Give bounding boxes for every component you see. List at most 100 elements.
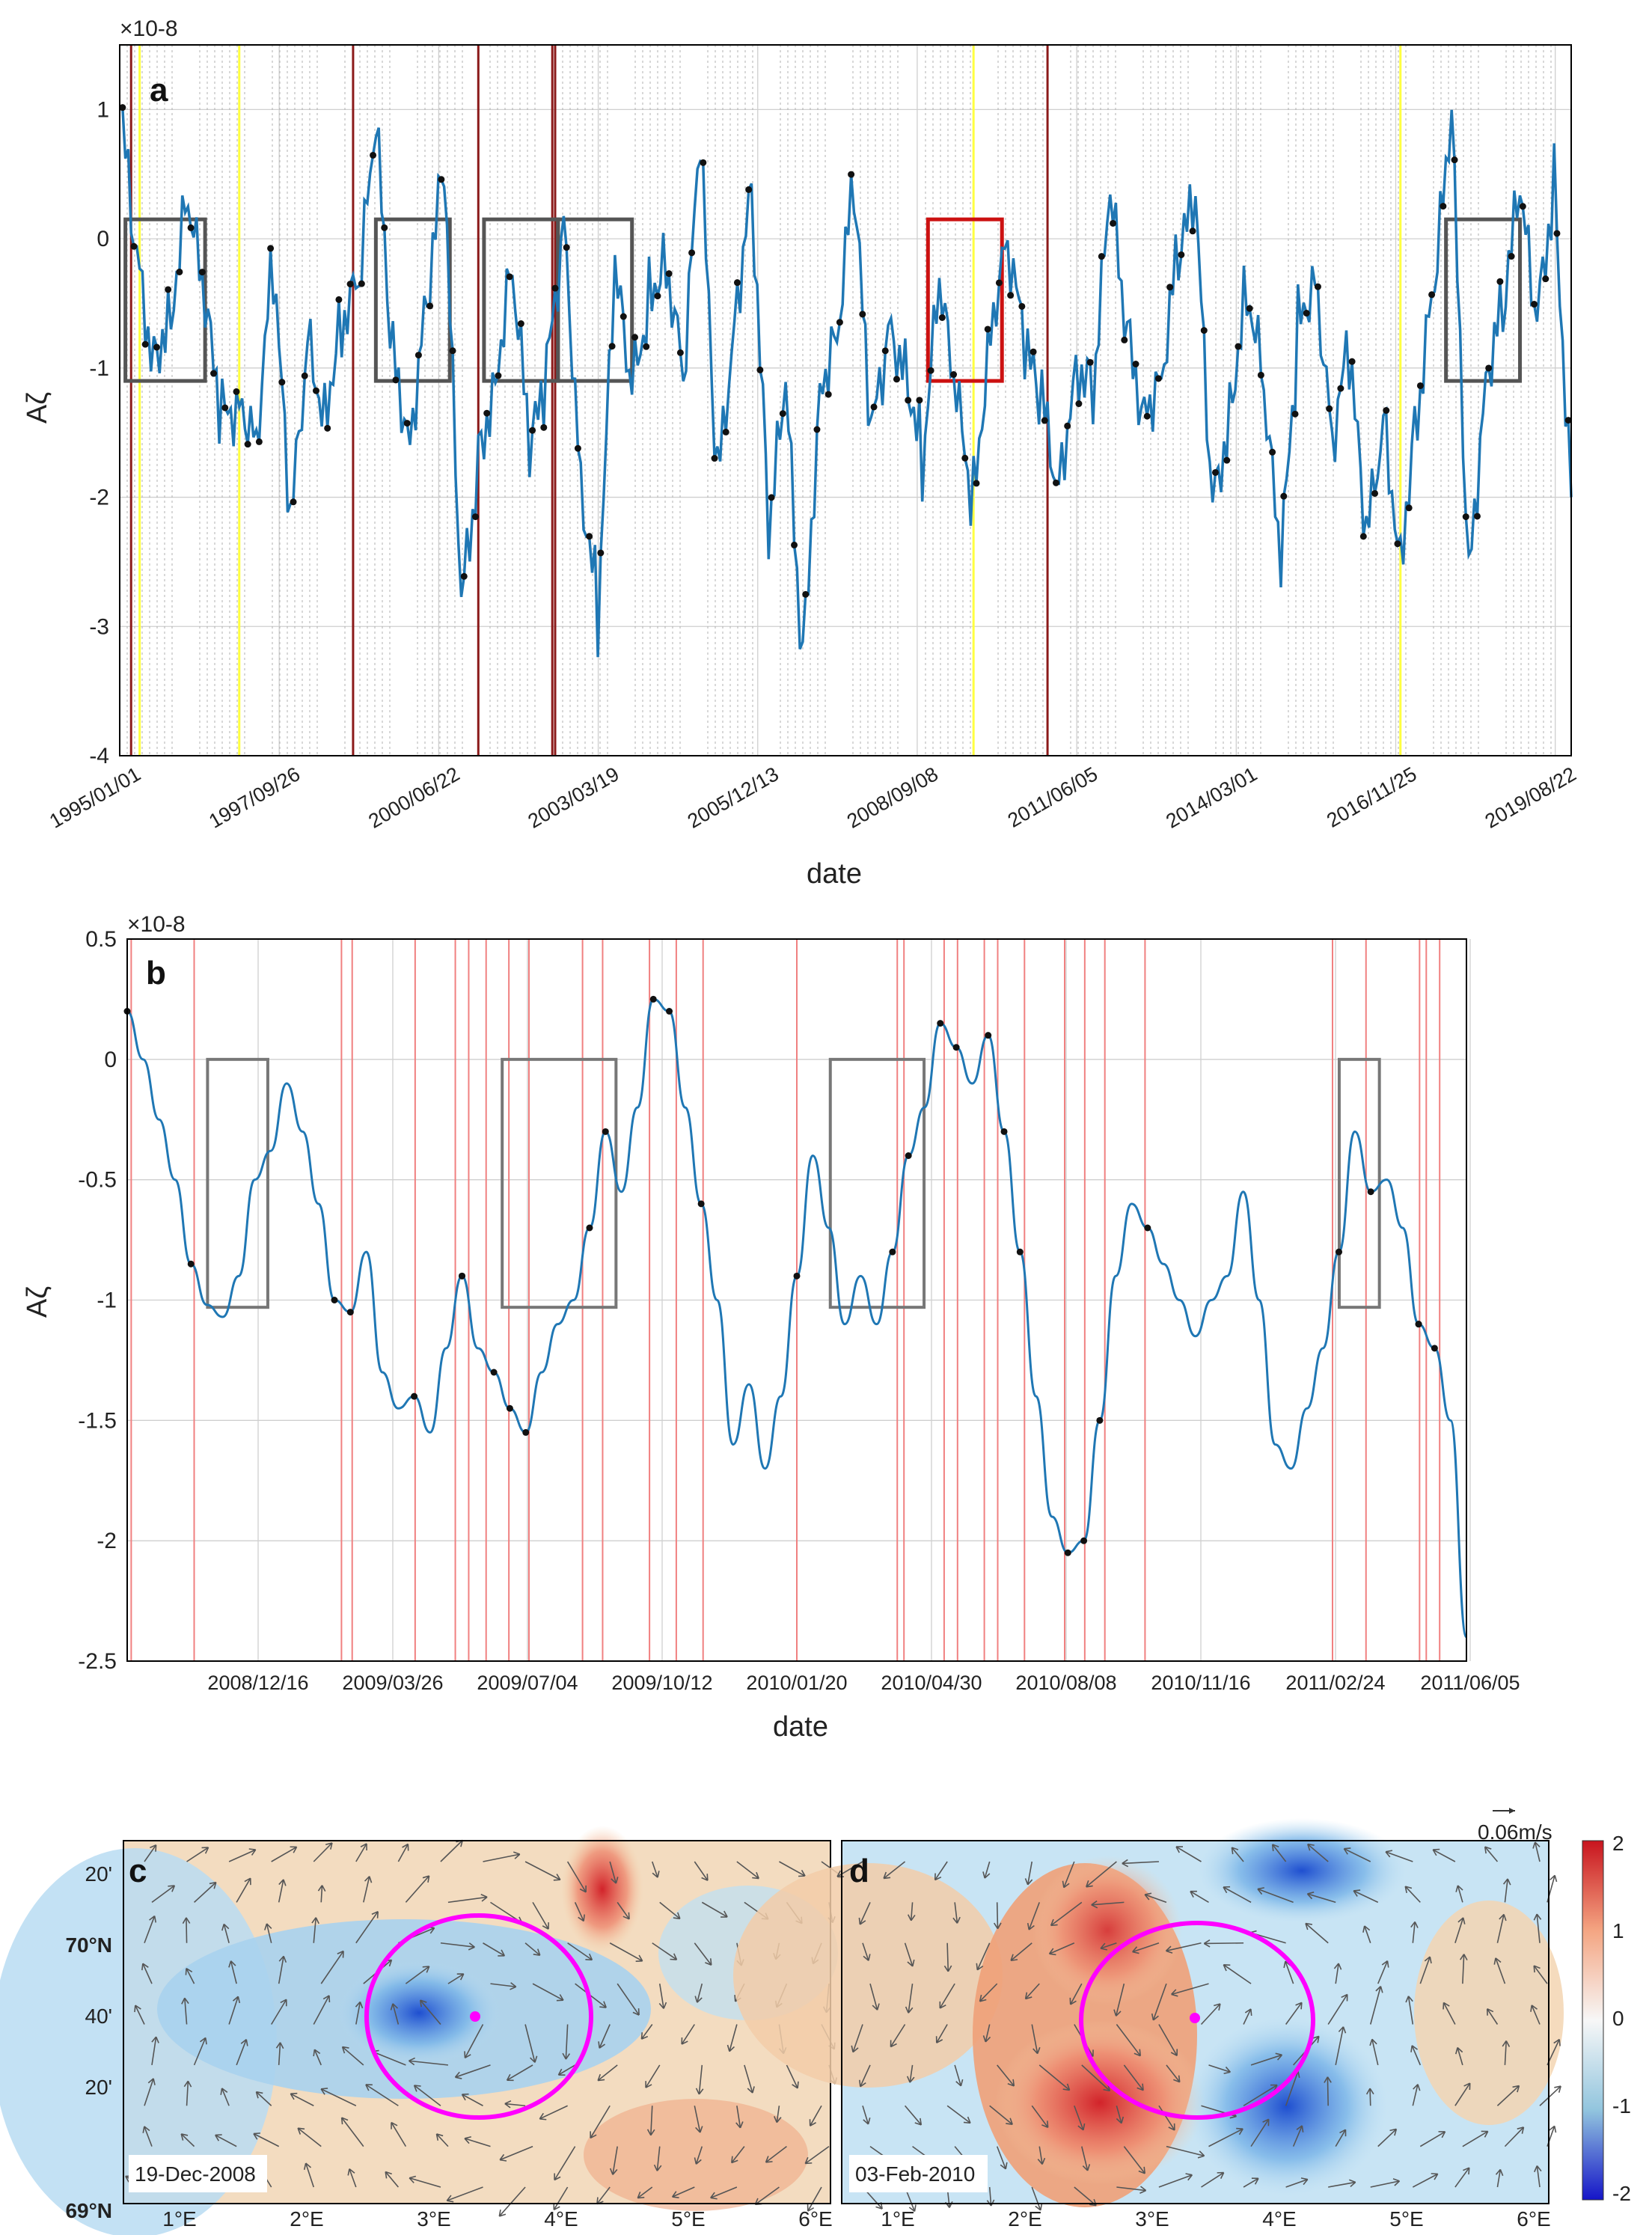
velocity-arrowhead [809,2119,816,2127]
velocity-arrowhead [695,2126,703,2133]
velocity-arrow [910,1902,914,1921]
velocity-arrow [1457,1885,1463,1903]
panel-a-event-dot [836,319,843,326]
velocity-arrow [409,2060,449,2066]
velocity-arrow [656,2146,661,2171]
velocity-arrow [776,2106,780,2123]
panel-a-event-dot [324,424,331,432]
velocity-arrow [985,2024,991,2043]
velocity-arrow [1285,2178,1309,2188]
velocity-arrowhead [409,2057,415,2066]
velocity-arrow [1539,2085,1561,2106]
velocity-arrow [909,2064,914,2083]
panel-a-event-dot [244,441,251,448]
panel-a-event-dot [1485,364,1493,372]
velocity-arrow [1243,2084,1278,2106]
velocity-arrowhead [1300,2177,1309,2186]
panel-a-event-dot [1200,327,1208,334]
velocity-arrowhead [506,2073,514,2082]
panel-a-event-dot [768,494,775,501]
velocity-arrowhead [340,2117,349,2125]
panel-a-xtick-label: 2016/11/25 [1323,762,1420,832]
velocity-arrowhead [863,1954,871,1961]
velocity-arrow [859,1902,871,1925]
panel-a-event-dot [1337,385,1344,392]
panel-b-ytick-label: -2.5 [78,1649,117,1674]
map-lon-tick: 5°E [1389,2207,1423,2231]
panel-d-map: d 03-Feb-2010 1°E 2°E 3°E 4°E 5°E 6°E [733,1818,1564,2231]
velocity-arrow [658,1983,664,2009]
velocity-arrow [186,1968,195,1984]
velocity-arrowhead [1086,1880,1093,1888]
panel-a-event-dot [267,245,275,252]
panel-a-event-dot [233,388,240,395]
velocity-arrow [341,2117,364,2147]
map-lat-tick: 20' [85,1862,113,1886]
velocity-arrow [1223,1964,1252,1984]
velocity-arrow [890,2024,906,2047]
velocity-arrow [297,2127,322,2147]
velocity-arrow [1412,2173,1439,2188]
panel-a-xlabel: date [807,858,862,890]
velocity-arrowhead [290,2092,298,2100]
velocity-arrow [1443,2002,1456,2025]
panel-b-event-dot [602,1128,609,1135]
map-d-date-box [849,2155,988,2192]
panel-a-event-dot [130,242,138,250]
velocity-arrow [1328,2181,1356,2188]
velocity-arrow [320,1885,323,1903]
velocity-arrow [1175,1846,1202,1862]
velocity-arrowhead [721,1910,728,1918]
velocity-arrow [1158,2105,1175,2131]
panel-a-event-dot [551,284,559,292]
velocity-arrowhead [320,2088,328,2095]
velocity-arrow [1027,1861,1033,1885]
map-d-anticyclonic-core [995,2020,1205,2185]
velocity-arrowhead [836,1870,845,1877]
velocity-arrowhead [1554,2085,1561,2093]
panel-a-event-dot [1303,310,1310,317]
velocity-arrow [566,1861,587,1893]
panel-a-event-dot [495,372,502,379]
panel-a-event-dot [802,590,810,598]
velocity-arrow [1369,2088,1371,2106]
panel-a-event-dot [529,426,536,434]
velocity-arrow [1454,1917,1464,1943]
panel-a-event-dot [1212,468,1220,476]
velocity-arrow [1208,2128,1243,2147]
panel-b-xtick-label: 2009/03/26 [342,1672,443,1694]
velocity-arrow [1504,2040,1508,2065]
velocity-arrow [934,1861,948,1880]
velocity-arrowhead [183,2080,192,2088]
panel-a-event-dot [540,424,548,431]
velocity-arrow [135,2005,145,2025]
velocity-arrowhead [1432,1848,1440,1856]
velocity-arrow [397,1844,409,1862]
velocity-arrow [253,2132,280,2147]
velocity-arrowhead [553,1874,561,1881]
velocity-arrow [278,2042,281,2065]
velocity-arrow [1100,1942,1117,1949]
velocity-arrow [1335,2129,1347,2147]
velocity-arrowhead [1549,2125,1557,2133]
panel-a-ytick-label: -1 [89,356,109,381]
velocity-arrow [1504,2127,1525,2147]
panel-b-event-dot [1367,1188,1374,1196]
velocity-arrowhead [402,1843,409,1851]
velocity-arrow [1010,1942,1032,1961]
panel-a-event-dot [1132,361,1139,368]
velocity-arrow [1116,2024,1141,2057]
velocity-arrowhead [609,2168,618,2175]
panel-b-event-dot [937,1020,944,1027]
velocity-arrowhead [221,1923,230,1931]
velocity-arrow [651,1861,658,1878]
velocity-arrow [862,2106,869,2125]
panel-a-event-dot [1326,405,1333,412]
velocity-arrow [988,2186,992,2207]
panel-a-event-dot [848,171,855,178]
velocity-arrow [736,1861,759,1880]
map-d-label: d [849,1853,869,1889]
panel-b-xlabel: date [773,1711,828,1743]
velocity-arrowhead [765,2156,773,2163]
velocity-arrowhead [1007,2079,1015,2087]
